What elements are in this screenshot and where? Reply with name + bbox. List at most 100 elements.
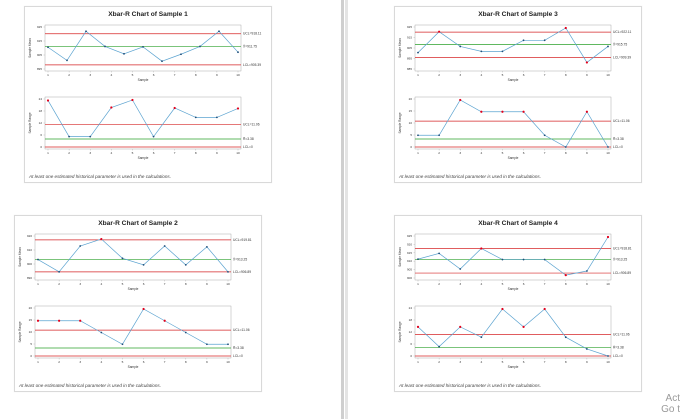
range-x-tick: 1	[417, 151, 419, 155]
xbar-y-tick: 890	[27, 276, 32, 280]
range-x-tick: 8	[565, 151, 567, 155]
xbar-data-point	[480, 50, 483, 53]
range-x-tick: 4	[480, 151, 482, 155]
range-data-point	[564, 336, 567, 339]
chart-card-sample-2[interactable]: Xbar-R Chart of Sample 2 At least one es…	[14, 215, 262, 392]
xbar-y-tick: 910	[27, 248, 32, 252]
range-x-tick: 4	[480, 360, 482, 364]
xbar-data-point	[438, 252, 441, 255]
xbar-x-axis-label: Sample	[508, 287, 519, 291]
range-x-tick: 7	[164, 360, 166, 364]
xbar-data-point	[585, 61, 588, 64]
range-x-axis-label: Sample	[508, 156, 519, 160]
chart-card-sample-3[interactable]: Xbar-R Chart of Sample 3 At least one es…	[394, 6, 642, 183]
xbar-ucl-label: UCL=918.11	[243, 32, 262, 36]
range-y-tick: 12	[39, 121, 43, 125]
xbar-x-tick: 1	[417, 73, 419, 77]
chart-card-sample-4[interactable]: Xbar-R Chart of Sample 4 At least one es…	[394, 215, 642, 392]
range-x-tick: 10	[606, 360, 610, 364]
xbar-data-point	[66, 59, 68, 62]
xbar-ucl-label: UCL=922.11	[613, 30, 632, 34]
xbar-x-tick: 10	[236, 73, 240, 77]
xbar-y-tick: 905	[407, 268, 412, 272]
range-data-point	[438, 134, 441, 137]
xbar-axis-label: Sample Mean	[398, 247, 402, 267]
range-lcl-label: LCL=0	[243, 145, 253, 149]
range-data-point	[215, 116, 218, 119]
range-x-tick: 4	[110, 151, 112, 155]
xbar-data-point	[606, 235, 610, 239]
range-data-point	[236, 107, 240, 110]
xbar-x-tick: 9	[216, 73, 218, 77]
range-x-tick: 8	[195, 151, 197, 155]
xbar-y-tick: 905	[37, 53, 42, 57]
range-x-tick: 9	[216, 151, 218, 155]
range-data-point	[131, 98, 134, 102]
range-x-tick: 3	[459, 360, 461, 364]
range-ucl-label: UCL=11.06	[613, 332, 630, 336]
chart-title: Xbar-R Chart of Sample 4	[478, 220, 558, 227]
range-plot-frame	[34, 305, 232, 359]
xbar-data-point	[501, 50, 504, 53]
xbar-data-point	[142, 45, 144, 48]
range-data-point	[607, 146, 609, 148]
xbar-y-tick: 895	[407, 57, 412, 61]
xbar-plot-frame	[44, 24, 242, 72]
xbar-x-tick: 8	[195, 73, 197, 77]
xbar-x-tick: 9	[206, 282, 208, 286]
range-x-tick: 3	[459, 151, 461, 155]
range-x-tick: 5	[122, 360, 124, 364]
xbar-x-tick: 8	[565, 282, 567, 286]
range-data-point	[543, 307, 546, 311]
xbar-lcl-label: LCL=909.39	[613, 56, 631, 60]
range-plot-frame	[414, 305, 612, 359]
xbar-data-point	[522, 39, 525, 42]
xbar-x-tick: 9	[586, 282, 588, 286]
range-y-tick: 15	[29, 318, 33, 322]
xbar-r-chart-svg: Sample Mean925920915910905900UCL=918.81X…	[398, 233, 632, 369]
xbar-ucl-label: UCL=918.81	[613, 246, 632, 250]
range-x-tick: 3	[79, 360, 81, 364]
xbar-y-tick: 925	[37, 25, 42, 29]
range-center-label: R̄=3.38	[243, 137, 254, 141]
range-x-tick: 5	[502, 151, 504, 155]
xbar-data-point	[163, 245, 166, 247]
xbar-x-tick: 7	[164, 282, 166, 286]
range-x-tick: 10	[236, 151, 240, 155]
range-data-point	[89, 135, 92, 138]
xbar-x-tick: 6	[153, 73, 155, 77]
range-x-tick: 7	[174, 151, 176, 155]
xbar-y-tick: 900	[407, 276, 412, 280]
xbar-x-axis-label: Sample	[128, 287, 139, 291]
range-y-tick: 10	[29, 330, 33, 334]
xbar-center-label: X̄=913.25	[233, 257, 247, 261]
range-x-tick: 1	[47, 151, 49, 155]
chart-card-sample-1[interactable]: Xbar-R Chart of Sample 1 At least one es…	[24, 6, 272, 183]
range-x-tick: 5	[502, 360, 504, 364]
xbar-data-point	[180, 53, 182, 56]
range-x-tick: 7	[544, 151, 546, 155]
xbar-data-point	[459, 268, 462, 270]
range-panel: Sample Range24181260UCL=11.06R̄=3.38LCL=…	[398, 305, 630, 369]
xbar-x-tick: 7	[174, 73, 176, 77]
range-panel: Sample Range20151050UCL=11.06R̄=3.38LCL=…	[18, 305, 250, 369]
range-y-tick: 24	[39, 97, 43, 101]
xbar-x-tick: 6	[523, 282, 525, 286]
xbar-x-tick: 5	[122, 282, 124, 286]
range-axis-label: Sample Range	[398, 112, 402, 133]
xbar-x-tick: 5	[502, 282, 504, 286]
xbar-series-line	[417, 236, 609, 276]
xbar-data-point	[37, 258, 39, 261]
xbar-x-axis-label: Sample	[138, 78, 149, 82]
footnote: At least one estimated historical parame…	[19, 383, 161, 388]
range-data-point	[163, 319, 166, 322]
xbar-x-tick: 4	[100, 282, 102, 286]
xbar-x-tick: 1	[47, 73, 49, 77]
range-data-point	[459, 98, 462, 102]
xbar-x-tick: 2	[68, 73, 70, 77]
range-x-tick: 2	[438, 360, 440, 364]
range-data-point	[227, 343, 229, 346]
range-y-tick: 0	[40, 145, 42, 149]
range-y-tick: 0	[30, 354, 32, 358]
range-x-tick: 1	[37, 360, 39, 364]
